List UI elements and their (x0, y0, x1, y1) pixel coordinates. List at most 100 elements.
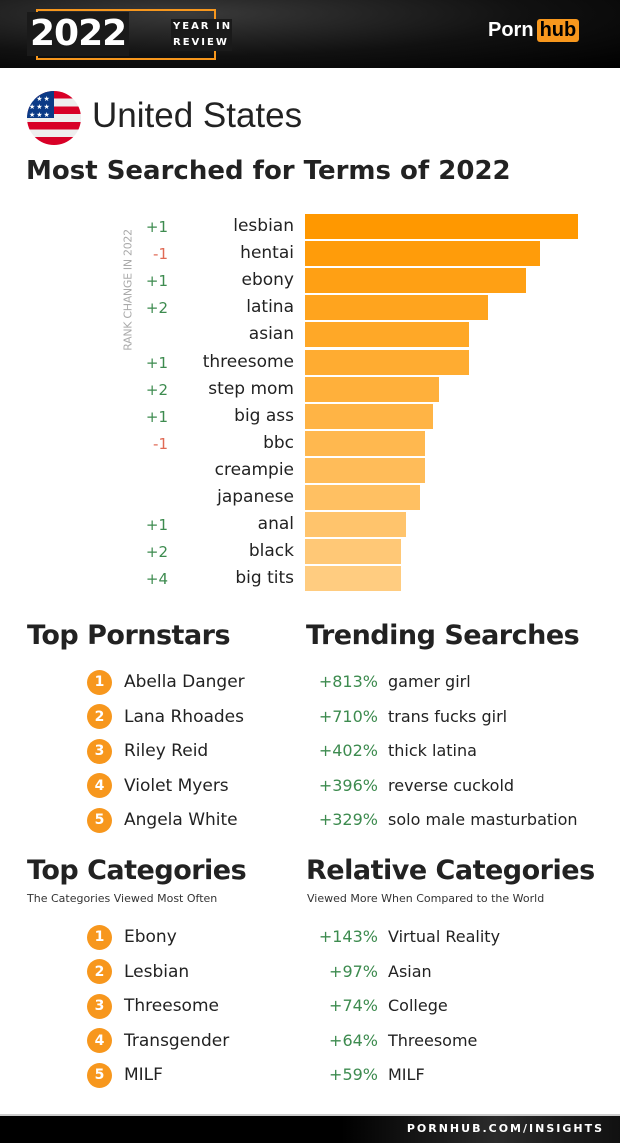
bar-label: big tits (235, 568, 294, 589)
chart-title: Most Searched for Terms of 2022 (26, 156, 511, 186)
percent-change: +396% (318, 775, 378, 795)
item-name: Threesome (124, 996, 219, 1017)
item-name: Violet Myers (124, 775, 229, 796)
bar-row: asian (0, 322, 620, 348)
bar (305, 268, 527, 294)
rank-change: +2 (145, 543, 168, 562)
bar (305, 349, 469, 375)
rank-change: -1 (153, 434, 168, 453)
ranked-item: 3 Riley Reid (87, 738, 208, 764)
bar-label: lesbian (233, 216, 294, 236)
term: trans fucks girl (388, 706, 508, 726)
rank-badge: 5 (87, 807, 112, 833)
us-flag-icon: ★★★ ★★★ ★★★ (27, 91, 81, 145)
percent-change: +64% (329, 1030, 378, 1050)
bar-row: -1 hentai (0, 241, 620, 267)
top-categories-subtitle: The Categories Viewed Most Often (27, 892, 218, 905)
item-name: MILF (124, 1065, 163, 1086)
footer: PORNHUB.COM/INSIGHTS (0, 1114, 620, 1143)
rank-badge: 4 (87, 773, 112, 799)
term: Asian (388, 961, 432, 981)
bar (305, 214, 578, 239)
rank-change: +2 (145, 380, 168, 399)
bar-row: +1 lesbian (0, 214, 620, 239)
bar-label: bbc (263, 432, 294, 453)
bar-row: +1 threesome (0, 349, 620, 375)
top-pornstars-title: Top Pornstars (27, 620, 231, 651)
bar-label: step mom (208, 378, 294, 399)
bar (305, 539, 401, 565)
rank-badge: 2 (87, 959, 112, 985)
rank-change: +1 (145, 218, 168, 236)
term: reverse cuckold (388, 775, 515, 795)
rank-badge: 3 (87, 993, 112, 1019)
bar (305, 295, 488, 321)
rank-badge: 1 (87, 924, 112, 950)
item-name: Lana Rhoades (124, 706, 244, 727)
rank-change: +1 (145, 353, 168, 372)
bar (305, 322, 469, 348)
term: Threesome (388, 1030, 478, 1050)
term: thick latina (388, 741, 477, 761)
item-name: Lesbian (124, 961, 190, 982)
rank-badge: 4 (87, 1028, 112, 1054)
bar-row: +1 anal (0, 512, 620, 538)
item-name: Riley Reid (124, 741, 209, 762)
bar-row: +2 latina (0, 295, 620, 321)
ranked-item: 1 Abella Danger (87, 669, 245, 695)
percent-change: +74% (329, 996, 378, 1016)
rank-change: +1 (145, 407, 168, 426)
ranked-item: 1 Ebony (87, 924, 177, 950)
item-name: Ebony (124, 927, 177, 947)
rank-badge: 1 (87, 669, 112, 695)
term: College (388, 996, 448, 1016)
footer-link[interactable]: PORNHUB.COM/INSIGHTS (406, 1122, 604, 1135)
item-name: Angela White (124, 810, 238, 831)
bar-row: japanese (0, 485, 620, 510)
pornhub-logo[interactable]: Porn hub (488, 19, 580, 42)
bar-row: +4 big tits (0, 566, 620, 592)
percent-change: +710% (318, 706, 378, 726)
percent-change: +813% (318, 672, 378, 691)
percent-change: +329% (318, 810, 378, 830)
ranked-item: 4 Violet Myers (87, 773, 229, 799)
rank-change: +1 (145, 516, 168, 535)
bar-row: +1 ebony (0, 268, 620, 294)
header-banner: 2022 YEAR IN REVIEW Porn hub (0, 0, 620, 68)
year-title: 2022 (27, 12, 130, 56)
bar-label: anal (257, 514, 294, 535)
percent-change: +402% (318, 741, 378, 761)
rank-badge: 2 (87, 704, 112, 730)
bar (305, 566, 401, 592)
bar-label: ebony (241, 270, 295, 291)
rank-change: +2 (145, 299, 168, 318)
bar (305, 457, 426, 483)
bar-label: asian (248, 324, 294, 345)
relative-categories-subtitle: Viewed More When Compared to the World (307, 892, 545, 905)
term: MILF (388, 1065, 425, 1085)
term: gamer girl (388, 672, 471, 691)
item-name: Transgender (124, 1030, 230, 1051)
bar-label: creampie (214, 459, 294, 480)
rank-change: +4 (145, 570, 168, 589)
bar (305, 403, 434, 429)
relative-categories-title: Relative Categories (306, 855, 595, 886)
bar-label: black (248, 541, 294, 562)
bar-label: japanese (217, 487, 294, 507)
rank-badge: 5 (87, 1062, 112, 1088)
rank-badge: 3 (87, 738, 112, 764)
bar-row: creampie (0, 457, 620, 483)
ranked-item: 2 Lesbian (87, 959, 189, 985)
ranked-item: 4 Transgender (87, 1028, 229, 1054)
trending-searches-title: Trending Searches (306, 620, 580, 651)
bar (305, 241, 540, 267)
year-in-review-label: YEAR IN REVIEW (171, 19, 233, 51)
rank-change: -1 (153, 245, 168, 264)
ranked-item: 3 Threesome (87, 993, 219, 1019)
bar (305, 512, 406, 538)
bar-row: +1 big ass (0, 403, 620, 429)
bar (305, 430, 426, 456)
bar-row: +2 black (0, 539, 620, 565)
percent-change: +59% (329, 1065, 378, 1085)
bar (305, 485, 420, 510)
